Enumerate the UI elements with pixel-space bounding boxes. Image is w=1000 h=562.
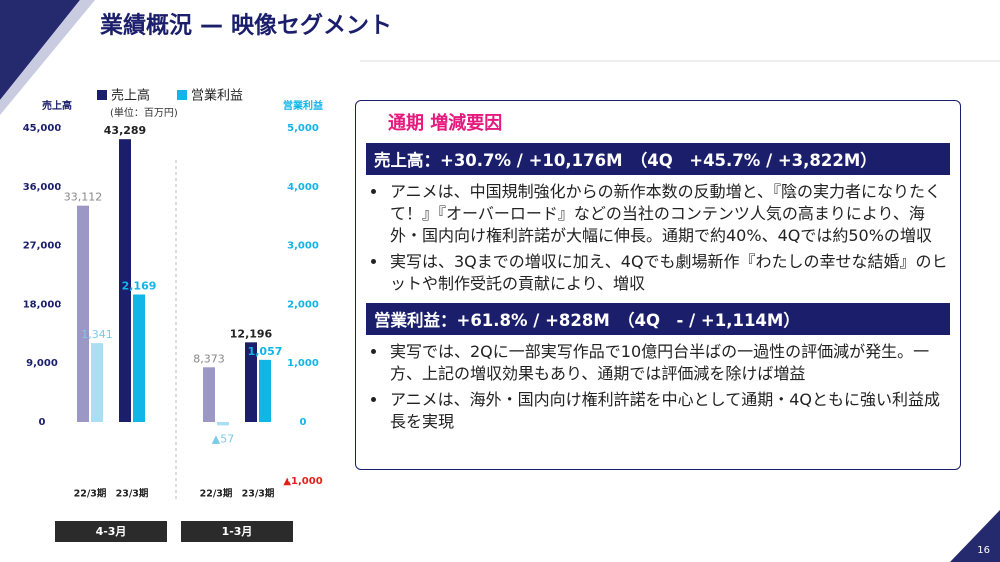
group-label: 1-3月 — [222, 525, 253, 538]
corner-decoration — [0, 0, 95, 115]
legend-label: 売上高 — [111, 88, 150, 104]
unit-label: (単位：百万円) — [110, 106, 178, 119]
legend-swatch — [97, 90, 107, 100]
divider — [360, 60, 1000, 62]
y-tick-label: 27,000 — [23, 241, 62, 252]
bullet: 実写は、3Qまでの増収に加え、4Qでも劇場新作『わたしの幸せな結婚』のヒットや制… — [388, 251, 950, 295]
y2-tick-label: 2,000 — [287, 299, 319, 310]
bar — [119, 139, 131, 422]
group-box — [181, 521, 293, 542]
value-label: 8,373 — [193, 352, 225, 365]
bar — [245, 342, 257, 422]
bar — [91, 343, 103, 422]
legend-swatch — [177, 90, 187, 100]
y2-tick-label: 0 — [300, 417, 307, 428]
value-label: ▲57 — [212, 432, 234, 445]
y-tick-label: 36,000 — [23, 182, 62, 193]
bullet: 実写では、2Qに一部実写作品で10億円台半ばの一過性の評価減が発生。一方、上記の… — [388, 341, 950, 385]
bar — [133, 294, 145, 422]
y-axis-title: 売上高 — [42, 99, 72, 112]
y2-tick-label: 1,000 — [287, 358, 319, 369]
bar — [259, 359, 271, 422]
bullet: アニメは、中国規制強化からの新作本数の反動増と、『陰の実力者になりたくて！』『オ… — [388, 181, 950, 247]
y2-axis-title: 営業利益 — [283, 99, 323, 112]
y2-tick-label: 4,000 — [287, 182, 319, 193]
y2-tick-label: ▲1,000 — [283, 476, 322, 487]
bar — [203, 367, 215, 422]
value-label: 1,057 — [248, 345, 283, 358]
y2-tick-label: 3,000 — [287, 241, 319, 252]
group-box — [55, 521, 167, 542]
bar — [217, 422, 229, 426]
value-label: 12,196 — [230, 327, 273, 340]
corner-decoration — [950, 510, 1000, 562]
value-label: 1,341 — [81, 328, 113, 341]
y-tick-label: 45,000 — [23, 123, 62, 134]
slide-title: 業績概況 — 映像セグメント — [99, 12, 392, 39]
x-tick-label: 23/3期 — [242, 488, 275, 500]
y-tick-label: 18,000 — [23, 299, 62, 310]
legend-label: 営業利益 — [191, 88, 243, 104]
section-heading: 売上高：+30.7% / +10,176M （4Q +45.7% / +3,82… — [366, 143, 950, 175]
section-heading: 営業利益：+61.8% / +828M （4Q - / +1,114M） — [366, 303, 950, 335]
value-label: 2,169 — [122, 279, 157, 292]
page-number: 16 — [977, 545, 990, 556]
panel-title: 通期 増減要因 — [388, 113, 503, 134]
x-tick-label: 22/3期 — [200, 488, 233, 500]
y-tick-label: 9,000 — [26, 358, 58, 369]
bullet-list: アニメは、中国規制強化からの新作本数の反動増と、『陰の実力者になりたくて！』『オ… — [366, 181, 950, 295]
bullet-list: 実写では、2Qに一部実写作品で10億円台半ばの一過性の評価減が発生。一方、上記の… — [366, 341, 950, 433]
y-tick-label: 0 — [39, 417, 46, 428]
bar — [77, 205, 89, 422]
y2-tick-label: 5,000 — [287, 123, 319, 134]
value-label: 33,112 — [64, 191, 103, 204]
factor-panel: 通期 増減要因 売上高：+30.7% / +10,176M （4Q +45.7%… — [355, 100, 961, 470]
group-label: 4-3月 — [96, 525, 127, 538]
x-tick-label: 22/3期 — [74, 488, 107, 500]
bullet: アニメは、海外・国内向け権利許諾を中心として通期・4Qともに強い利益成長を実現 — [388, 389, 950, 433]
sections: 売上高：+30.7% / +10,176M （4Q +45.7% / +3,82… — [366, 143, 950, 433]
value-label: 43,289 — [104, 124, 146, 137]
x-tick-label: 23/3期 — [116, 488, 149, 500]
